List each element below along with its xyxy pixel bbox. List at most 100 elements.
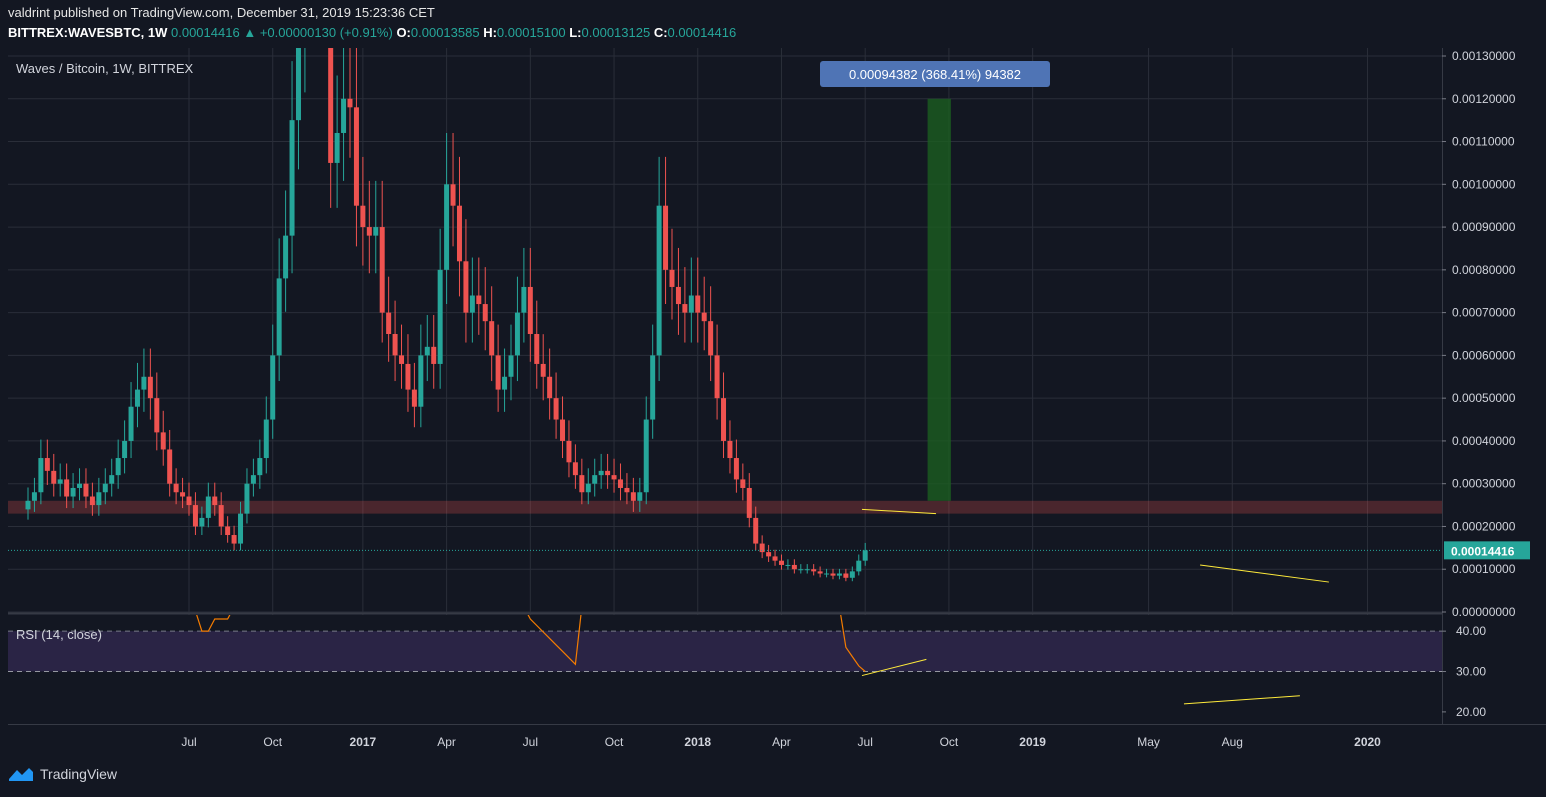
candles [25,48,868,582]
candle [328,48,334,208]
candle [766,544,772,562]
candle-body [205,496,211,518]
candle-body [611,475,617,480]
candle-body [637,492,643,501]
candle [560,396,566,459]
price-tick-label: 0.00020000 [1452,519,1516,533]
candle [334,75,340,208]
time-tick-label: 2018 [684,735,711,749]
candle [289,61,295,274]
candle-body [856,560,862,572]
candle [836,568,842,580]
candle [463,219,469,343]
candle [38,439,44,505]
candle-body [392,334,398,356]
candle-body [77,483,83,488]
candle [96,477,102,516]
rsi-tick-label: 20.00 [1456,705,1486,719]
low-value: 0.00013125 [581,25,651,40]
candle [109,458,115,497]
candle [160,410,166,466]
candle-body [862,550,868,561]
candle [708,286,714,382]
candle-body [669,269,675,287]
candle-body [733,458,739,480]
candle-body [579,475,585,493]
price-tick-label: 0.00010000 [1452,562,1516,576]
candle [405,334,411,412]
candle [675,247,681,335]
candle-body [411,389,417,407]
candle-body [721,398,727,441]
price-tick-label: 0.00110000 [1452,135,1515,149]
rsi-title: RSI (14, close) [16,627,102,642]
candle [437,228,443,389]
measure-zone [927,98,951,501]
candle [701,276,707,351]
candle [77,468,83,501]
candle-body [766,552,772,557]
time-tick-label: Jul [181,735,196,749]
time-tick-label: May [1137,735,1160,749]
symbol-label[interactable]: BITTREX:WAVESBTC, 1W [8,25,168,40]
candle-body [630,492,636,501]
candle-body [154,398,160,433]
candle-body [469,295,475,313]
tradingview-footer[interactable]: TradingView [8,766,117,782]
candle-body [115,458,121,476]
candle-body [566,440,572,463]
candle [663,156,669,305]
candle [553,372,559,439]
candle-body [64,479,70,497]
candle-body [740,479,746,488]
time-tick-label: Apr [437,735,456,749]
candle [721,372,727,459]
candle [257,439,263,489]
candle-body [534,334,540,364]
low-label: L: [569,25,582,40]
candle [508,324,514,401]
chart-title: Waves / Bitcoin, 1W, BITTREX [16,61,194,76]
rsi-trendline [861,658,927,677]
candle [89,482,95,516]
time-tick-label: Oct [605,735,624,749]
candle-body [276,278,282,356]
symbol-info: BITTREX:WAVESBTC, 1W 0.00014416 ▲ +0.000… [8,25,736,40]
time-tick-label: 2020 [1354,735,1381,749]
high-label: H: [483,25,497,40]
candle [617,463,623,501]
price-tick-label: 0.00000000 [1452,605,1516,619]
candle [605,453,611,489]
candle-body [96,492,102,506]
candle [630,477,636,512]
price-tick-label: 0.00030000 [1452,477,1516,491]
candle [824,568,830,578]
measure-label-bg [820,61,1050,87]
candle [57,463,63,497]
candle [270,324,276,439]
candle-body [746,487,752,518]
candle [44,439,50,485]
candle [167,429,173,497]
candle [579,458,585,505]
candle-body [785,564,791,566]
candle-body [849,571,855,578]
candle-body [418,355,424,407]
candle [753,506,759,551]
candle-body [186,496,192,506]
candle [173,468,179,505]
candle [386,276,392,362]
candle [154,372,160,451]
candle [450,132,456,247]
candle-body [57,479,63,484]
candle [759,535,765,559]
candle-body [38,458,44,493]
candle [283,190,289,312]
candle [502,348,508,412]
candle-body [456,205,462,262]
candle-body [527,286,533,334]
current-price-badge [1444,541,1530,560]
candle-body [238,513,244,544]
candle-body [244,483,250,514]
